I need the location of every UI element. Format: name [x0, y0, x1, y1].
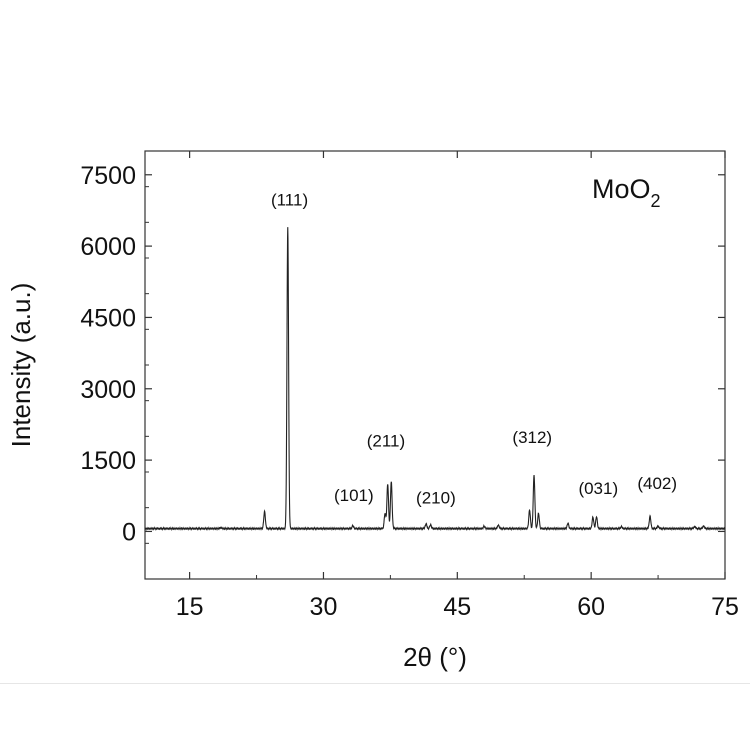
peak-annotations: (111) (101) (211) (210) (312) (031) (402): [271, 191, 677, 508]
plot-frame: [144, 150, 726, 580]
y-tick-label: 1500: [80, 447, 136, 475]
sample-label: MoO2: [592, 174, 661, 211]
peak-annotation: (111): [271, 191, 308, 210]
y-tick-label: 4500: [80, 304, 136, 332]
peak-annotation: (210): [416, 488, 456, 507]
x-tick-label: 15: [176, 593, 204, 621]
peak-annotation: (101): [334, 486, 374, 505]
x-tick-label: 45: [443, 593, 471, 621]
y-axis-label: Intensity (a.u.): [6, 283, 36, 448]
x-tick-label: 60: [577, 593, 605, 621]
x-axis-ticks: 15 30 45 60 75: [176, 151, 739, 621]
peak-annotation: (211): [367, 431, 405, 450]
y-tick-label: 7500: [80, 162, 136, 190]
bottom-divider: [0, 683, 750, 684]
peak-annotation: (031): [578, 479, 618, 498]
y-tick-label: 0: [122, 518, 136, 546]
xrd-pattern-line: [144, 227, 726, 532]
y-tick-label: 6000: [80, 233, 136, 261]
peak-annotation: (312): [512, 428, 552, 447]
peak-annotation: (402): [637, 474, 677, 493]
x-tick-label: 75: [711, 593, 739, 621]
x-axis-label: 2θ (°): [403, 642, 467, 672]
y-tick-label: 3000: [80, 376, 136, 404]
x-tick-label: 30: [310, 593, 338, 621]
y-axis-ticks: 0 1500 3000 4500 6000 7500: [80, 150, 725, 580]
